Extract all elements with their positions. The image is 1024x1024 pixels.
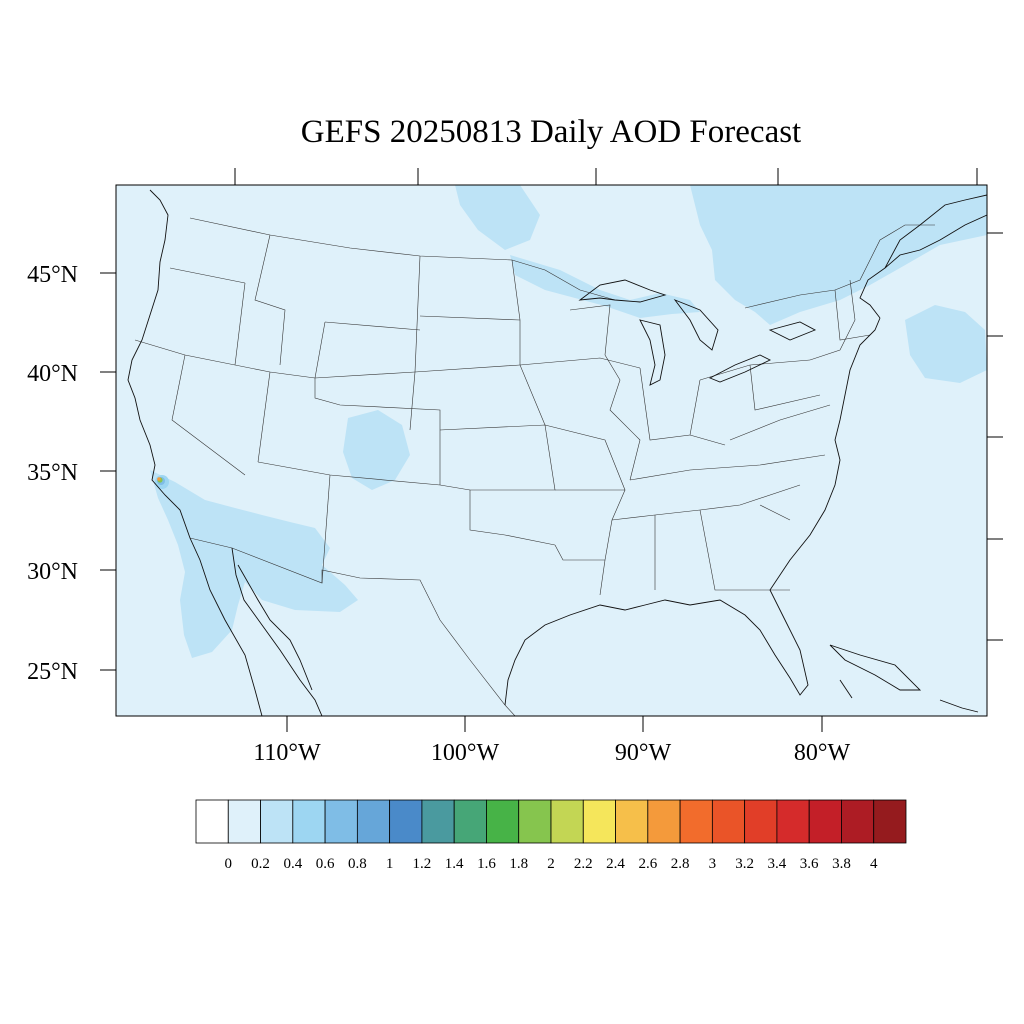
lon-labels: 110°W 100°W 90°W 80°W — [253, 740, 850, 766]
colorbar-label: 0.6 — [316, 856, 335, 872]
lon-label-110w: 110°W — [253, 740, 321, 766]
aod-overlay — [150, 185, 987, 658]
colorbar-box — [518, 799, 552, 844]
colorbar-box — [776, 799, 810, 844]
colorbar-box — [615, 799, 649, 844]
lat-label-25: 25°N — [27, 659, 78, 685]
caribbean-islands — [829, 644, 979, 713]
colorbar-label: 3.6 — [800, 856, 819, 872]
great-lakes — [578, 279, 817, 386]
colorbar-box — [486, 799, 520, 844]
colorbar-label: 0.2 — [251, 856, 270, 872]
gulf-coast — [504, 317, 881, 706]
lon-label-100w: 100°W — [431, 740, 500, 766]
colorbar-box — [582, 799, 616, 844]
lat-label-35: 35°N — [27, 460, 78, 486]
colorbar-box — [453, 799, 487, 844]
colorbar-label: 3 — [709, 856, 717, 872]
northeast-coast — [859, 214, 987, 319]
smoke-plume-canada-northeast — [455, 185, 987, 325]
lat-labels: 45°N 40°N 35°N 30°N 25°N — [27, 262, 78, 685]
map-frame — [115, 184, 988, 717]
smoke-band-upper-midwest — [510, 255, 700, 318]
canada-us-border-east — [744, 224, 935, 309]
chart-title: GEFS 20250813 Daily AOD Forecast — [301, 114, 801, 150]
state-boundaries — [134, 234, 871, 596]
colorbar-box — [744, 799, 778, 844]
colorbar-label: 2.8 — [671, 856, 690, 872]
colorbar-label: 4 — [870, 856, 878, 872]
colorbar-box — [550, 799, 584, 844]
colorbar-label: 1.4 — [445, 856, 464, 872]
mexico-us-border — [189, 537, 516, 716]
colorbar-box — [873, 799, 907, 844]
baja-gulf-coast — [231, 547, 323, 716]
lon-label-90w: 90°W — [615, 740, 672, 766]
colorbar-box — [389, 799, 423, 844]
canada-us-border — [189, 217, 616, 301]
colorbar-box — [647, 799, 681, 844]
colorbar-label: 0.8 — [348, 856, 367, 872]
colorbar-label: 0 — [225, 856, 233, 872]
colorbar-box — [711, 799, 746, 844]
colorbar-label: 0.4 — [283, 856, 302, 872]
colorbar-label: 2 — [547, 856, 555, 872]
coastlines — [127, 189, 987, 716]
plume-colorado — [343, 410, 410, 490]
colorbar-box — [227, 799, 261, 844]
colorbar-box — [679, 799, 713, 844]
colorbar-box — [841, 799, 875, 844]
dust-southwest — [150, 470, 358, 658]
colorbar-box — [421, 799, 455, 844]
fire-hotspot-southern-california — [155, 475, 169, 489]
colorbar-box — [808, 799, 842, 844]
colorbar-label: 1.2 — [413, 856, 432, 872]
lat-label-40: 40°N — [27, 361, 78, 387]
colorbar-label: 1.8 — [509, 856, 528, 872]
colorbar-box — [260, 799, 294, 844]
colorbar-box — [195, 799, 229, 844]
plume-atlantic-offshore — [905, 305, 987, 383]
colorbar-label: 3.2 — [735, 856, 754, 872]
colorbar-label: 1 — [386, 856, 394, 872]
gulf-of-st-lawrence — [884, 194, 987, 269]
lat-label-45: 45°N — [27, 262, 78, 288]
colorbar-box — [356, 799, 391, 844]
map-panel — [115, 184, 988, 717]
lon-label-80w: 80°W — [794, 740, 851, 766]
colorbar-label: 3.8 — [832, 856, 851, 872]
colorbar-box — [292, 799, 326, 844]
lat-label-30: 30°N — [27, 559, 78, 585]
colorbar-box — [324, 799, 358, 844]
colorbar-label: 1.6 — [477, 856, 496, 872]
colorbar-label: 2.6 — [638, 856, 657, 872]
colorbar-label: 2.4 — [606, 856, 625, 872]
mexico-west-coast — [237, 564, 313, 691]
colorbar: 0 0.2 0.4 0.6 0.8 1 1.2 1.4 1.6 1.8 2 2.2 2.4 2.6 2.8 3… — [195, 799, 907, 872]
colorbar-label: 3.4 — [768, 856, 787, 872]
colorbar-label: 2.2 — [574, 856, 593, 872]
political-borders — [134, 217, 935, 716]
pacific-coast — [127, 189, 263, 716]
map-ticks — [100, 168, 1003, 732]
